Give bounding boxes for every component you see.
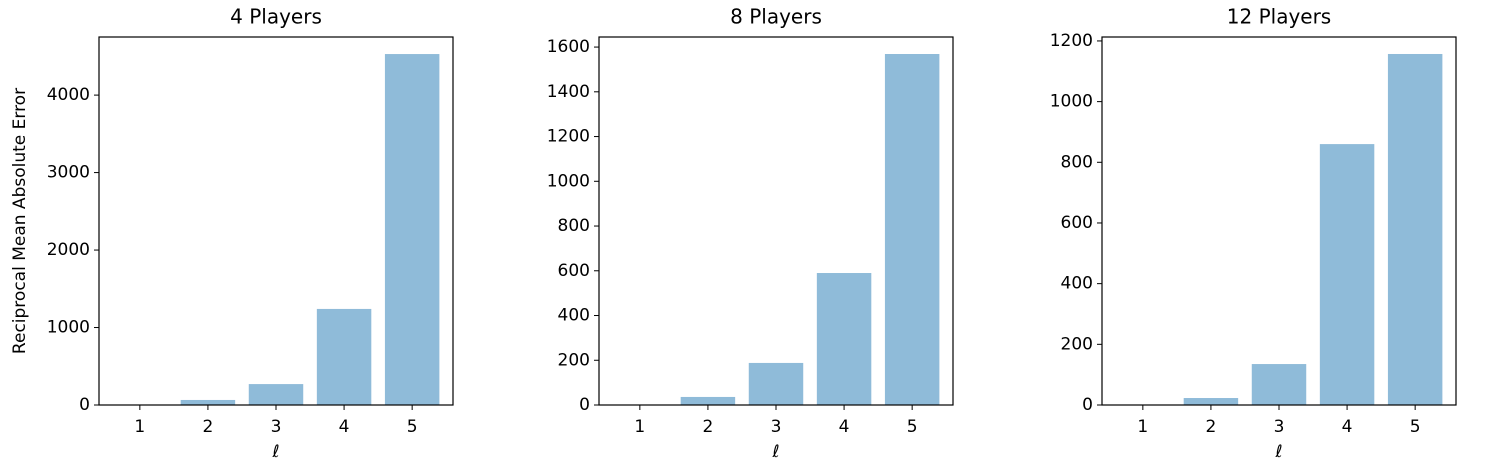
x-tick-label: 3	[771, 417, 782, 437]
y-tick-label: 600	[558, 261, 590, 281]
x-tick-label: 1	[634, 417, 645, 437]
chart-title: 12 Players	[1227, 5, 1331, 29]
bar	[748, 362, 804, 405]
y-tick-label: 1000	[1050, 92, 1093, 112]
axes-frame	[598, 36, 954, 406]
y-tick-label: 3000	[47, 163, 90, 183]
chart-title: 8 Players	[730, 5, 822, 29]
bar	[180, 399, 236, 405]
axes-frame	[1101, 36, 1457, 406]
y-tick-label: 600	[1061, 213, 1093, 233]
bar	[816, 273, 872, 405]
chart-title: 4 Players	[230, 5, 322, 29]
x-tick-label: 1	[1137, 417, 1148, 437]
x-tick-label: 5	[407, 417, 418, 437]
y-tick-label: 1400	[547, 82, 590, 102]
x-axis-label: ℓ	[1274, 442, 1282, 462]
y-tick-label: 2000	[47, 240, 90, 260]
y-tick-label: 1000	[547, 171, 590, 191]
x-tick-label: 4	[839, 417, 850, 437]
y-tick-label: 1200	[1050, 31, 1093, 51]
x-tick-label: 4	[1342, 417, 1353, 437]
x-axis-label: ℓ	[771, 442, 779, 462]
y-tick-label: 0	[579, 395, 590, 415]
bar	[884, 54, 940, 405]
y-tick-label: 1200	[547, 127, 590, 147]
y-tick-label: 1600	[547, 37, 590, 57]
bar	[1183, 398, 1239, 405]
x-tick-label: 5	[1410, 417, 1421, 437]
x-tick-label: 3	[271, 417, 282, 437]
x-axis-label: ℓ	[271, 442, 279, 462]
y-tick-label: 200	[558, 350, 590, 370]
y-axis-label: Reciprocal Mean Absolute Error	[10, 88, 30, 354]
x-tick-label: 2	[703, 417, 714, 437]
x-tick-label: 1	[134, 417, 145, 437]
x-tick-label: 4	[339, 417, 350, 437]
bar	[248, 384, 304, 405]
bar	[1319, 144, 1375, 406]
bar	[680, 396, 736, 405]
y-tick-label: 800	[1061, 152, 1093, 172]
y-tick-label: 200	[1061, 334, 1093, 354]
x-tick-label: 3	[1274, 417, 1285, 437]
bar	[1387, 53, 1443, 405]
x-tick-label: 2	[1206, 417, 1217, 437]
x-tick-label: 5	[907, 417, 918, 437]
y-tick-label: 0	[1082, 395, 1093, 415]
y-tick-label: 1000	[47, 318, 90, 338]
y-tick-label: 400	[1061, 274, 1093, 294]
y-tick-label: 4000	[47, 85, 90, 105]
y-tick-label: 400	[558, 306, 590, 326]
y-tick-label: 0	[79, 395, 90, 415]
axes-frame	[98, 36, 454, 406]
bar	[1251, 364, 1307, 405]
bar	[316, 308, 372, 405]
x-tick-label: 2	[203, 417, 214, 437]
bar	[384, 54, 440, 405]
y-tick-label: 800	[558, 216, 590, 236]
